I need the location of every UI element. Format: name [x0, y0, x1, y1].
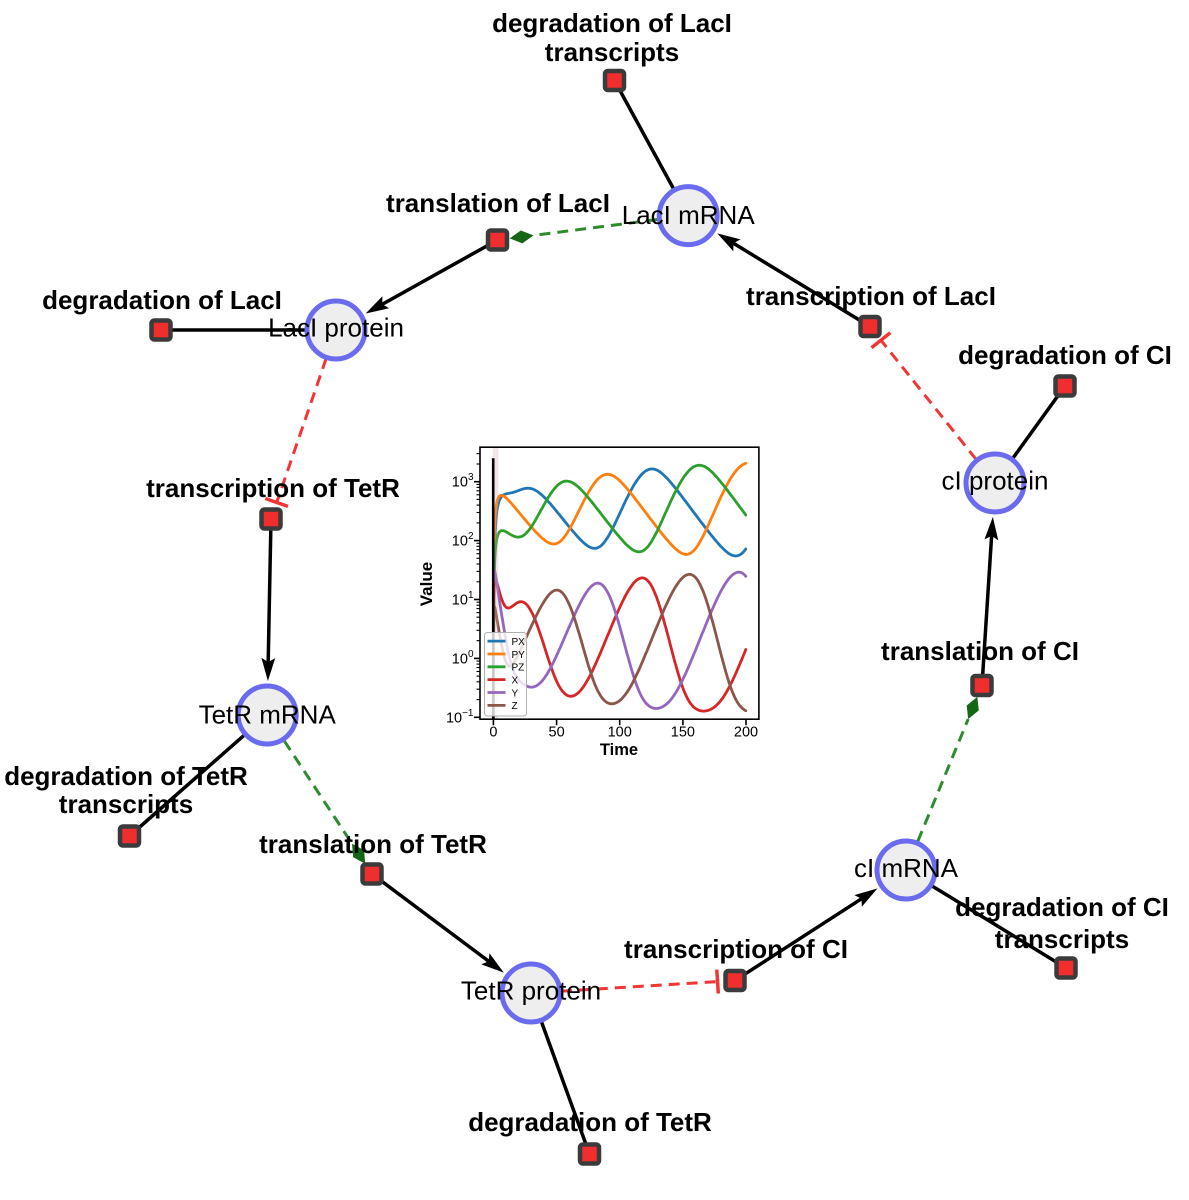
svg-text:transcripts: transcripts	[545, 37, 679, 67]
svg-text:cI mRNA: cI mRNA	[854, 853, 959, 883]
svg-text:Y: Y	[512, 688, 519, 699]
svg-text:Z: Z	[512, 701, 518, 712]
svg-text:degradation of CI: degradation of CI	[958, 340, 1172, 370]
svg-text:50: 50	[549, 725, 565, 741]
svg-text:transcription of LacI: transcription of LacI	[746, 281, 996, 311]
svg-text:translation of CI: translation of CI	[881, 636, 1079, 666]
svg-text:PX: PX	[512, 637, 526, 648]
svg-text:X: X	[512, 675, 519, 686]
svg-text:PZ: PZ	[512, 663, 525, 674]
svg-text:LacI protein: LacI protein	[268, 313, 404, 343]
svg-text:LacI mRNA: LacI mRNA	[622, 200, 756, 230]
svg-text:transcripts: transcripts	[995, 924, 1129, 954]
svg-text:100: 100	[608, 725, 632, 741]
svg-text:TetR mRNA: TetR mRNA	[199, 700, 337, 730]
svg-text:degradation of TetR: degradation of TetR	[468, 1107, 712, 1137]
svg-text:transcription of TetR: transcription of TetR	[146, 473, 400, 503]
svg-text:degradation of TetR: degradation of TetR	[4, 761, 248, 791]
svg-text:transcription of CI: transcription of CI	[624, 934, 848, 964]
svg-text:cI protein: cI protein	[942, 466, 1049, 496]
svg-text:Value: Value	[417, 562, 436, 606]
svg-text:Time: Time	[600, 741, 638, 759]
svg-text:degradation of CI: degradation of CI	[955, 892, 1169, 922]
svg-text:translation of TetR: translation of TetR	[259, 829, 487, 859]
svg-text:degradation of LacI: degradation of LacI	[492, 8, 732, 38]
svg-text:0: 0	[489, 725, 497, 741]
svg-text:degradation of LacI: degradation of LacI	[42, 285, 282, 315]
svg-text:TetR protein: TetR protein	[461, 976, 601, 1006]
svg-text:200: 200	[734, 725, 758, 741]
svg-text:150: 150	[671, 725, 695, 741]
svg-text:transcripts: transcripts	[59, 789, 193, 819]
svg-text:translation of LacI: translation of LacI	[386, 188, 610, 218]
svg-text:PY: PY	[512, 650, 526, 661]
